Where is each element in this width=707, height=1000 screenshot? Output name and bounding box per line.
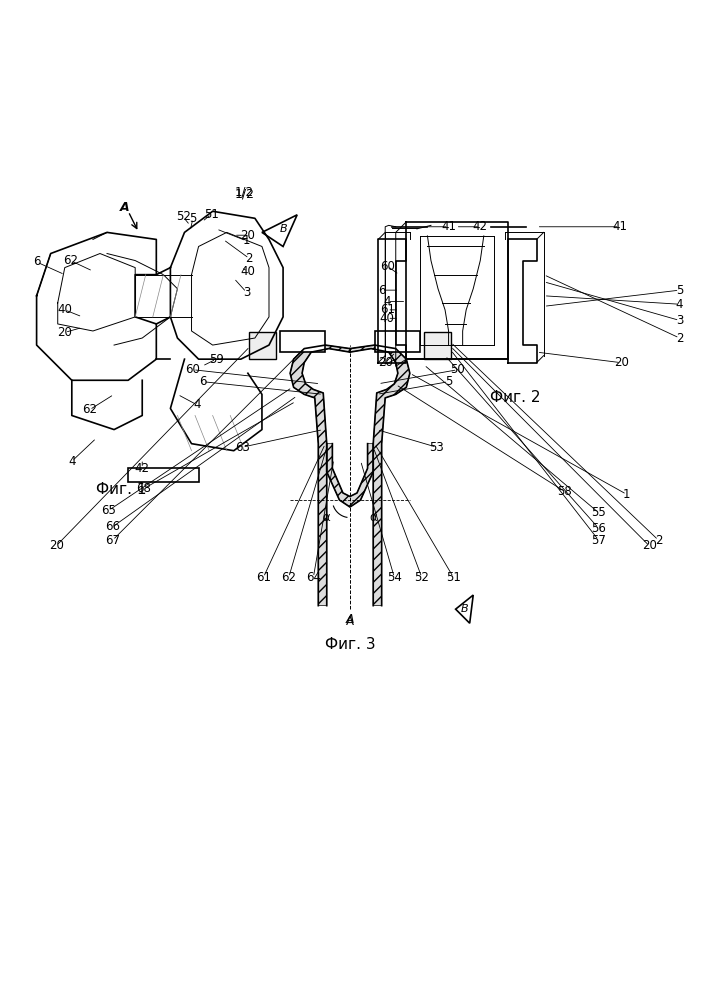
Text: 2: 2: [245, 252, 253, 265]
Text: 59: 59: [209, 353, 223, 366]
Text: 64: 64: [306, 571, 321, 584]
Text: Фиг. 2: Фиг. 2: [490, 390, 541, 405]
Text: 4: 4: [68, 455, 76, 468]
Text: A: A: [346, 615, 354, 628]
Text: 52: 52: [414, 571, 429, 584]
Text: 5: 5: [189, 212, 197, 225]
Text: 68: 68: [136, 482, 151, 495]
Text: 62: 62: [63, 254, 78, 267]
Text: 65: 65: [101, 504, 116, 517]
Text: 63: 63: [235, 441, 250, 454]
Text: 1/2: 1/2: [235, 186, 254, 199]
Text: 50: 50: [450, 363, 465, 376]
Text: 20: 20: [57, 326, 72, 339]
Text: α: α: [369, 511, 377, 524]
Text: 40: 40: [380, 312, 395, 325]
Text: A: A: [119, 201, 129, 214]
Text: 20: 20: [240, 229, 255, 242]
Polygon shape: [327, 444, 373, 507]
Text: 66: 66: [105, 520, 120, 533]
Text: 1/2: 1/2: [234, 187, 255, 200]
Text: 67: 67: [105, 534, 120, 547]
Text: 42: 42: [135, 462, 150, 475]
Text: 6: 6: [199, 375, 206, 388]
Text: 6: 6: [33, 255, 40, 268]
Text: 51: 51: [446, 571, 461, 584]
Text: 55: 55: [591, 506, 606, 519]
Text: 4: 4: [384, 295, 391, 308]
Text: 60: 60: [185, 363, 200, 376]
Polygon shape: [290, 345, 350, 606]
Text: Фиг. 1: Фиг. 1: [96, 482, 146, 497]
Text: 42: 42: [473, 220, 488, 233]
Polygon shape: [350, 345, 410, 606]
Text: 57: 57: [591, 534, 606, 547]
Text: 58: 58: [557, 485, 572, 498]
Text: 4: 4: [194, 398, 201, 411]
Text: 3: 3: [243, 286, 250, 299]
Text: 20: 20: [378, 356, 392, 369]
Bar: [279, 331, 325, 352]
Text: 40: 40: [240, 265, 255, 278]
Text: 61: 61: [380, 303, 395, 316]
Text: 20: 20: [49, 539, 64, 552]
Text: 62: 62: [82, 403, 97, 416]
Text: 6: 6: [378, 284, 385, 297]
Text: 51: 51: [204, 208, 218, 221]
Text: α: α: [323, 511, 331, 524]
Text: 40: 40: [57, 303, 72, 316]
Text: 41: 41: [441, 220, 456, 233]
Text: 62: 62: [281, 571, 296, 584]
Bar: [424, 332, 450, 359]
Text: 61: 61: [256, 571, 271, 584]
Text: 60: 60: [380, 260, 395, 273]
Text: 1: 1: [243, 234, 250, 247]
Text: 20: 20: [642, 539, 657, 552]
Text: 3: 3: [676, 314, 683, 327]
Text: 1: 1: [623, 488, 631, 501]
Text: B: B: [461, 604, 469, 614]
Text: 5: 5: [676, 284, 683, 297]
Text: 4: 4: [676, 298, 683, 311]
Text: 5: 5: [445, 375, 452, 388]
Text: 56: 56: [591, 522, 606, 535]
Text: B: B: [279, 224, 287, 234]
Text: 41: 41: [612, 220, 627, 233]
Text: 52: 52: [175, 210, 190, 223]
Text: 53: 53: [429, 441, 444, 454]
Text: 2: 2: [676, 332, 683, 345]
Text: 20: 20: [614, 356, 629, 369]
Text: 54: 54: [387, 571, 402, 584]
Bar: [250, 332, 276, 359]
Bar: [375, 331, 421, 352]
Text: 2: 2: [655, 534, 662, 547]
Text: A: A: [346, 613, 354, 626]
Text: Фиг. 3: Фиг. 3: [325, 637, 375, 652]
